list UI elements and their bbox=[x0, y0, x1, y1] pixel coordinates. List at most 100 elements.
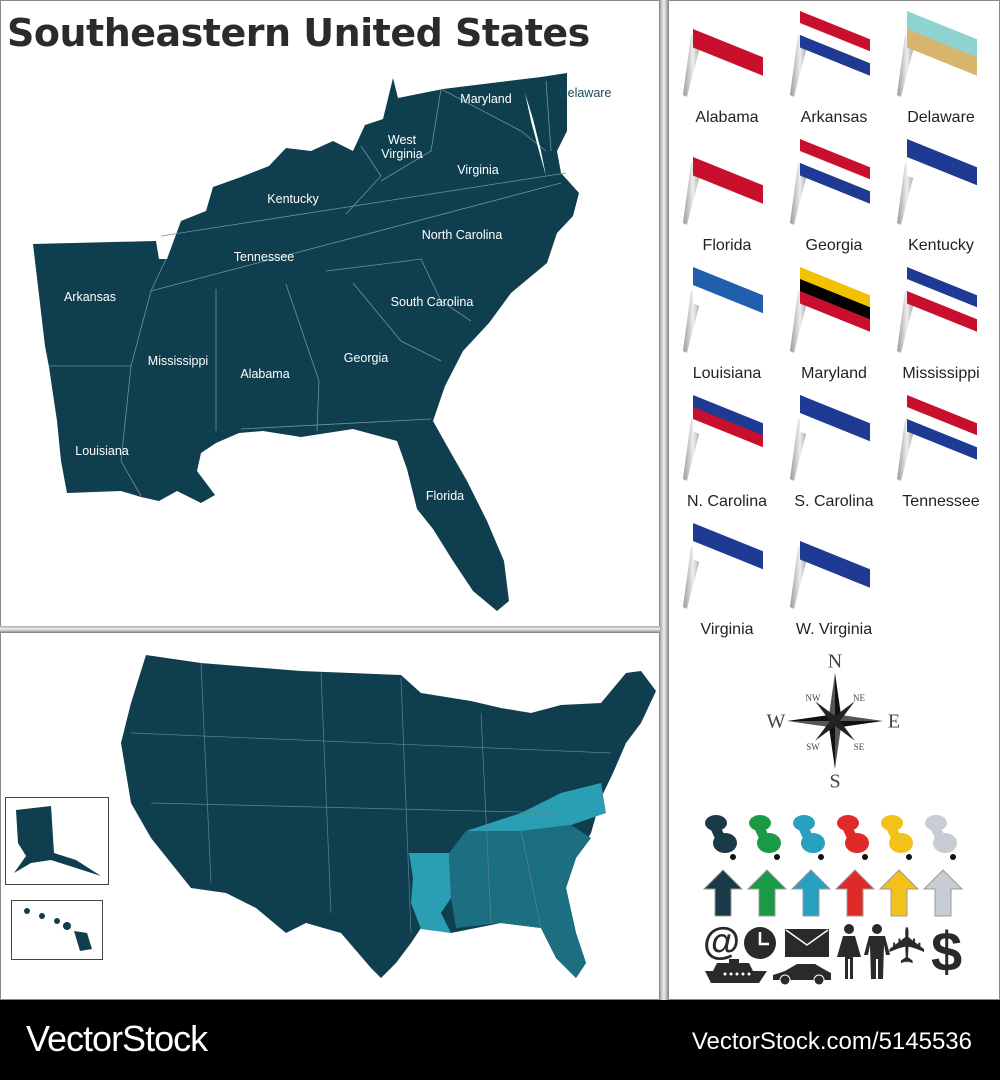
man-icon bbox=[864, 924, 890, 979]
state-label-tennessee: Tennessee bbox=[233, 250, 295, 264]
hawaii-inset bbox=[11, 900, 103, 960]
southeast-map bbox=[33, 73, 579, 611]
flag-icon bbox=[790, 11, 870, 97]
highlight-arkansas-louisiana bbox=[409, 853, 451, 933]
alaska-shape bbox=[14, 806, 101, 876]
arrow-up-icon bbox=[835, 869, 875, 917]
flag-label: Georgia bbox=[805, 237, 863, 254]
state-label-florida: Florida bbox=[425, 489, 465, 503]
flag-icon bbox=[683, 523, 763, 609]
flag-pin-mississippi: Mississippi bbox=[891, 263, 991, 383]
compass-se: SE bbox=[853, 742, 865, 752]
state-label-virginia: Virginia bbox=[457, 163, 499, 177]
flag-icon bbox=[683, 139, 763, 225]
flag-label: Alabama bbox=[695, 109, 759, 126]
state-label-south-carolina: South Carolina bbox=[390, 295, 474, 309]
hawaii-shape bbox=[24, 908, 92, 951]
state-label-maryland: Maryland bbox=[460, 92, 512, 106]
dollar-icon: $ bbox=[931, 920, 963, 983]
horizontal-divider bbox=[0, 626, 662, 632]
brand-logo: VectorStock bbox=[26, 1018, 208, 1059]
flag-icon bbox=[683, 11, 763, 97]
flag-icon bbox=[897, 11, 977, 97]
arrow-up-icon bbox=[747, 869, 787, 917]
flag-pin-delaware: Delaware bbox=[891, 7, 991, 127]
compass-e: E bbox=[887, 710, 901, 733]
flag-pin-virginia: Virginia bbox=[677, 519, 777, 639]
vertical-divider bbox=[660, 0, 668, 1000]
flag-label: Mississippi bbox=[902, 365, 980, 382]
pushpin-icon bbox=[705, 815, 737, 860]
flag-label: W. Virginia bbox=[795, 621, 873, 638]
flag-label: N. Carolina bbox=[686, 493, 768, 510]
woman-icon bbox=[837, 924, 861, 979]
flag-label: Florida bbox=[702, 237, 752, 254]
highlight-virginia-delaware bbox=[466, 783, 606, 831]
flag-icon bbox=[683, 267, 763, 353]
flag-pin-louisiana: Louisiana bbox=[677, 263, 777, 383]
state-label-mississippi: Mississippi bbox=[147, 354, 209, 368]
state-label-arkansas: Arkansas bbox=[63, 290, 117, 304]
flag-icon bbox=[790, 139, 870, 225]
flag-label: Louisiana bbox=[692, 365, 762, 382]
flag-label: Arkansas bbox=[800, 109, 868, 126]
arrow-up-icon bbox=[923, 869, 963, 917]
state-label-kentucky: Kentucky bbox=[267, 192, 319, 206]
flag-label: Maryland bbox=[801, 365, 867, 382]
state-label-north-carolina: North Carolina bbox=[421, 228, 503, 242]
us-map bbox=[121, 655, 656, 978]
flag-pin-w-virginia: W. Virginia bbox=[784, 519, 884, 639]
state-label-delaware: Delaware bbox=[558, 86, 612, 100]
pushpin-icon bbox=[881, 815, 913, 860]
compass-ne: NE bbox=[853, 693, 865, 703]
flag-label: S. Carolina bbox=[794, 493, 874, 510]
car-icon bbox=[773, 964, 831, 985]
flag-label: Delaware bbox=[907, 109, 975, 126]
flag-pin-alabama: Alabama bbox=[677, 7, 777, 127]
flag-pin-arkansas: Arkansas bbox=[784, 7, 884, 127]
compass-sw: SW bbox=[806, 742, 820, 752]
arrow-up-icon bbox=[703, 869, 743, 917]
arrow-up-icon bbox=[791, 869, 831, 917]
compass-n: N bbox=[827, 650, 843, 673]
flag-pin-maryland: Maryland bbox=[784, 263, 884, 383]
airplane-icon: ✈ bbox=[878, 924, 937, 966]
compass-nw: NW bbox=[805, 693, 821, 703]
state-label-georgia: Georgia bbox=[343, 351, 389, 365]
flag-icon bbox=[790, 267, 870, 353]
compass-s: S bbox=[829, 770, 841, 793]
flag-pin-georgia: Georgia bbox=[784, 135, 884, 255]
flag-label: Tennessee bbox=[902, 493, 980, 510]
flag-pin-n-carolina: N. Carolina bbox=[677, 391, 777, 511]
flag-icon bbox=[897, 139, 977, 225]
page-title: Southeastern United States bbox=[7, 11, 590, 55]
flag-pin-tennessee: Tennessee bbox=[891, 391, 991, 511]
watermark-footer: VectorStock VectorStock.com/5145536 bbox=[0, 1000, 1000, 1080]
flag-icon bbox=[683, 395, 763, 481]
compass-w: W bbox=[766, 710, 786, 733]
ship-icon bbox=[705, 959, 767, 983]
pushpin-icon bbox=[793, 815, 825, 860]
state-label-louisiana: Louisiana bbox=[75, 444, 129, 458]
highlight-southeast-states bbox=[449, 825, 591, 978]
flag-icon bbox=[897, 395, 977, 481]
pushpin-icon bbox=[749, 815, 781, 860]
pushpin-icon bbox=[925, 815, 957, 860]
flag-icon bbox=[790, 395, 870, 481]
us-map-panel bbox=[0, 632, 660, 1000]
compass-rose-icon bbox=[787, 673, 883, 769]
state-label-west-virginia: West Virginia bbox=[381, 133, 423, 161]
southeast-map-panel: Southeastern United States Maryland Dela… bbox=[0, 0, 660, 628]
at-sign-icon: @ bbox=[703, 921, 741, 963]
envelope-icon bbox=[785, 929, 829, 957]
image-url: VectorStock.com/5145536 bbox=[691, 1028, 972, 1055]
flag-label: Virginia bbox=[700, 621, 754, 638]
legend-panel: Alabama Arkansas Delaware Florida Georgia Ken… bbox=[668, 0, 1000, 1000]
flag-icon bbox=[790, 523, 870, 609]
arrow-up-icon bbox=[879, 869, 919, 917]
flag-pin-kentucky: Kentucky bbox=[891, 135, 991, 255]
flag-pin-florida: Florida bbox=[677, 135, 777, 255]
flag-icon bbox=[897, 267, 977, 353]
chesapeake-bay bbox=[525, 93, 546, 176]
state-label-alabama: Alabama bbox=[240, 367, 290, 381]
